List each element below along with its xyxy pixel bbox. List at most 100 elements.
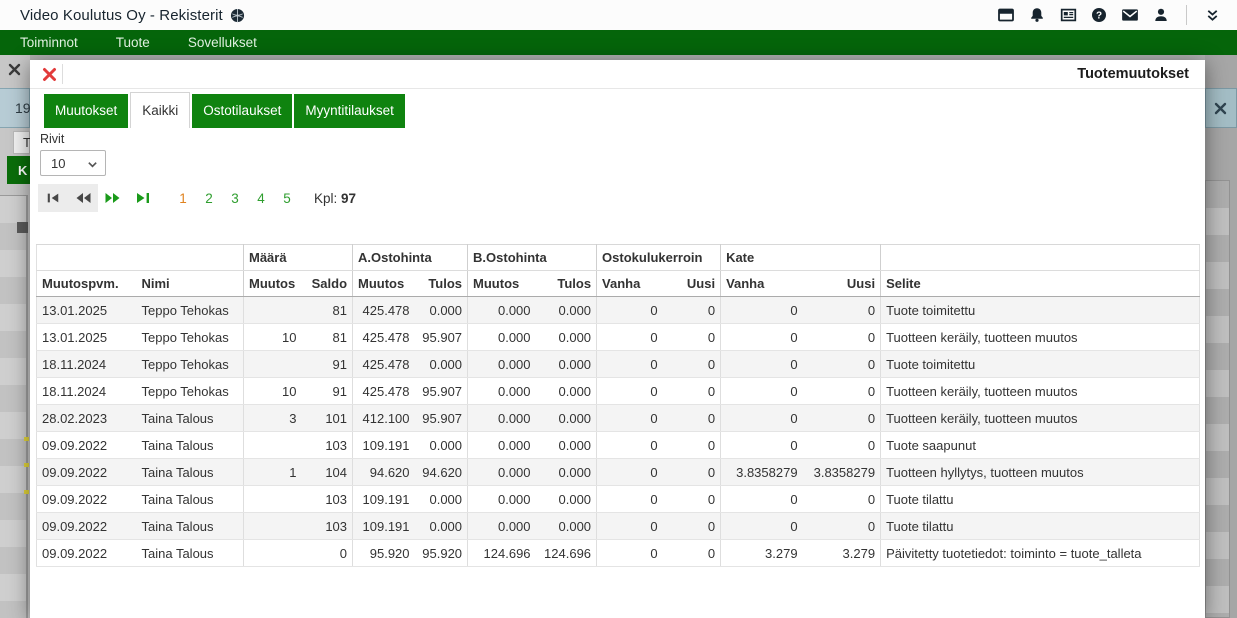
window-icon[interactable] [997, 6, 1015, 24]
table-row[interactable]: 18.11.2024 Teppo Tehokas 91 425.478 0.000 0.0… [36, 350, 1200, 378]
cell-nimi: Taina Talous [136, 431, 244, 459]
page-link-5[interactable]: 5 [283, 190, 291, 206]
cell-nimi: Taina Talous [136, 404, 244, 432]
group-header: B.Ostohinta [467, 244, 598, 271]
rows-per-page-select[interactable]: 10 [40, 150, 106, 176]
cell-selite: Tuotteen keräily, tuotteen muutos [880, 323, 1200, 351]
column-header-kate-vanha: Vanha [720, 270, 803, 297]
cell-maara-saldo: 101 [301, 404, 354, 432]
cell-b-ostohinta-tulos: 0.000 [535, 512, 598, 540]
rows-per-page-label: Rivit [40, 132, 65, 146]
background-window-left: 19 T K [0, 55, 31, 618]
cell-a-ostohinta-muutos: 109.191 [352, 485, 415, 513]
cell-ostokulukerroin-uusi: 0 [662, 350, 722, 378]
cell-a-ostohinta-tulos: 0.000 [414, 431, 469, 459]
chevron-down-icon [88, 162, 97, 168]
next-page-icon[interactable] [98, 184, 128, 212]
cell-selite: Tuote saapunut [880, 431, 1200, 459]
cell-muutospvm: 09.09.2022 [36, 458, 137, 486]
cell-ostokulukerroin-vanha: 0 [596, 485, 663, 513]
newspaper-icon[interactable] [1059, 6, 1077, 24]
table-row[interactable]: 09.09.2022 Taina Talous 103 109.191 0.000 0.0… [36, 431, 1200, 459]
cell-a-ostohinta-muutos: 412.100 [352, 404, 415, 432]
cell-ostokulukerroin-uusi: 0 [662, 539, 722, 567]
page-link-2[interactable]: 2 [205, 190, 213, 206]
cell-selite: Tuote toimitettu [880, 350, 1200, 378]
tab-kaikki[interactable]: Kaikki [130, 92, 191, 128]
dialog-header: Tuotemuutokset [30, 60, 1205, 89]
cell-maara-saldo: 104 [301, 458, 354, 486]
cell-nimi: Taina Talous [136, 512, 244, 540]
cell-ostokulukerroin-uusi: 0 [662, 512, 722, 540]
page-link-4[interactable]: 4 [257, 190, 265, 206]
last-page-icon[interactable] [128, 184, 158, 212]
table-row[interactable]: 09.09.2022 Taina Talous 1 104 94.620 94.620 0.… [36, 458, 1200, 486]
background-table-edge [0, 195, 28, 618]
group-header: Kate [720, 244, 882, 271]
tab-muutokset[interactable]: Muutokset [44, 94, 129, 128]
table-header-row: Muutospvm. Nimi Muutos Saldo Muutos Tulos Muut… [36, 270, 1200, 297]
cell-kate-uusi: 0 [802, 350, 882, 378]
background-table-rows [1205, 180, 1230, 618]
pagination-disabled-group [38, 184, 98, 212]
table-row[interactable]: 28.02.2023 Taina Talous 3 101 412.100 95.907 0… [36, 404, 1200, 432]
mail-icon[interactable] [1121, 6, 1139, 24]
cell-b-ostohinta-muutos: 124.696 [467, 539, 536, 567]
rows-per-page-value: 10 [51, 155, 66, 171]
cell-selite: Tuote toimitettu [880, 296, 1200, 324]
cell-maara-saldo: 81 [301, 296, 354, 324]
cell-ostokulukerroin-uusi: 0 [662, 485, 722, 513]
dialog-tabbar: Muutokset Kaikki Ostotilaukset Myyntitilauk… [44, 92, 405, 128]
tab-ostotilaukset[interactable]: Ostotilaukset [192, 94, 293, 128]
close-icon [8, 63, 21, 81]
table-row[interactable]: 09.09.2022 Taina Talous 0 95.920 95.920 124.6… [36, 539, 1200, 567]
cell-b-ostohinta-muutos: 0.000 [467, 323, 536, 351]
page-link-3[interactable]: 3 [231, 190, 239, 206]
cell-ostokulukerroin-uusi: 0 [662, 458, 722, 486]
prev-page-icon[interactable] [68, 184, 98, 212]
table-row[interactable]: 18.11.2024 Teppo Tehokas 10 91 425.478 95.907… [36, 377, 1200, 405]
bell-icon[interactable] [1028, 6, 1046, 24]
group-header: Ostokulukerroin [596, 244, 722, 271]
header-divider [62, 64, 63, 84]
tab-myyntitilaukset[interactable]: Myyntitilaukset [294, 94, 405, 128]
cell-kate-vanha: 0 [720, 296, 803, 324]
double-chevron-down-icon[interactable] [1203, 6, 1221, 24]
table-group-header-row: Määrä A.Ostohinta B.Ostohinta Ostokulukerro… [36, 244, 1200, 271]
cell-kate-vanha: 3.279 [720, 539, 803, 567]
table-row[interactable]: 09.09.2022 Taina Talous 103 109.191 0.000 0.0… [36, 485, 1200, 513]
menu-item-tuote[interactable]: Tuote [115, 35, 150, 50]
page-link-1[interactable]: 1 [179, 190, 187, 206]
cell-a-ostohinta-tulos: 0.000 [414, 296, 469, 324]
column-header-ostokulukerroin-vanha: Vanha [596, 270, 663, 297]
cell-maara-muutos: 3 [243, 404, 302, 432]
cell-ostokulukerroin-vanha: 0 [596, 431, 663, 459]
cell-nimi: Teppo Tehokas [136, 350, 244, 378]
tuotemuutokset-dialog: Tuotemuutokset Muutokset Kaikki Ostotilauk… [30, 60, 1205, 618]
cell-b-ostohinta-muutos: 0.000 [467, 431, 536, 459]
cell-muutospvm: 18.11.2024 [36, 350, 137, 378]
help-icon[interactable]: ? [1090, 6, 1108, 24]
cell-selite: Tuote tilattu [880, 485, 1200, 513]
cell-muutospvm: 28.02.2023 [36, 404, 137, 432]
table-row[interactable]: 13.01.2025 Teppo Tehokas 81 425.478 0.000 0.0… [36, 296, 1200, 324]
cell-b-ostohinta-muutos: 0.000 [467, 296, 536, 324]
user-icon[interactable] [1152, 6, 1170, 24]
cell-nimi: Taina Talous [136, 539, 244, 567]
cell-maara-saldo: 103 [301, 431, 354, 459]
background-scroll-thumb [17, 222, 28, 233]
first-page-icon[interactable] [38, 184, 68, 212]
cell-b-ostohinta-tulos: 0.000 [535, 350, 598, 378]
table-row[interactable]: 09.09.2022 Taina Talous 103 109.191 0.000 0.0… [36, 512, 1200, 540]
cell-kate-uusi: 0 [802, 512, 882, 540]
menu-item-toiminnot[interactable]: Toiminnot [20, 35, 78, 50]
cell-b-ostohinta-tulos: 0.000 [535, 296, 598, 324]
cell-maara-saldo: 0 [301, 539, 354, 567]
cell-muutospvm: 09.09.2022 [36, 512, 137, 540]
cell-kate-uusi: 3.279 [802, 539, 882, 567]
table-row[interactable]: 13.01.2025 Teppo Tehokas 10 81 425.478 95.907… [36, 323, 1200, 351]
cell-maara-muutos [243, 539, 302, 567]
menu-item-sovellukset[interactable]: Sovellukset [187, 35, 257, 50]
column-header-muutospvm: Muutospvm. [36, 270, 137, 297]
red-close-icon[interactable] [42, 67, 57, 87]
